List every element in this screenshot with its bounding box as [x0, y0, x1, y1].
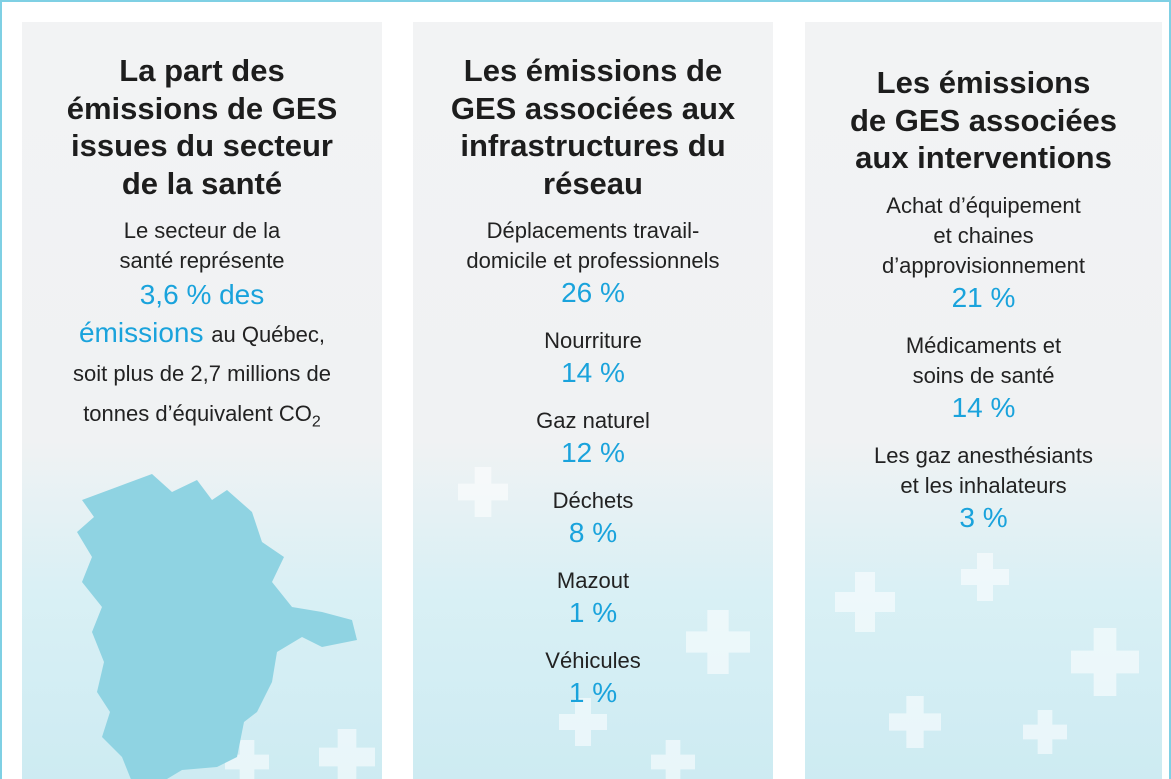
decoration: [458, 467, 750, 779]
item-label: Les gaz anesthésiants: [874, 442, 1093, 468]
title-line: émissions de GES: [66, 90, 338, 126]
highlight-line: 3,6 % des: [139, 279, 265, 310]
panel-title: Les émissions de GES associées aux infrast…: [413, 52, 773, 202]
item-label: Nourriture: [544, 328, 642, 353]
panel: Les émissions de GES associées aux infrast…: [413, 22, 773, 779]
title-line: de GES associées: [849, 102, 1118, 138]
item-value: 1 %: [568, 677, 618, 708]
item-label: soins de santé: [912, 362, 1055, 388]
title-line: aux interventions: [855, 140, 1112, 175]
item-label: d’approvisionnement: [881, 252, 1086, 278]
panel: La part des émissions de GES issues du sec…: [22, 22, 382, 779]
quebec-map: [77, 474, 357, 779]
item-value: 14 %: [951, 391, 1016, 423]
highlight-row: émissions au Québec,: [22, 314, 382, 354]
panel-title: La part des émissions de GES issues du sec…: [22, 52, 382, 202]
cross-icon: [651, 740, 695, 779]
title-line: réseau: [543, 165, 643, 201]
panel-content: Les émissions de GES associées aux infrast…: [413, 52, 773, 726]
intro-line: Le secteur de la: [123, 218, 281, 243]
item-label: Mazout: [556, 568, 630, 593]
highlight-text: émissions: [78, 317, 204, 348]
item-label: Médicaments et: [905, 332, 1062, 358]
item-value: 8 %: [568, 517, 618, 548]
title-line: La part des: [119, 53, 285, 88]
decoration: [77, 474, 375, 779]
panel: Les émissions de GES associées aux interve…: [805, 22, 1162, 779]
intro-line: santé représente: [119, 248, 285, 273]
item-value: 12 %: [561, 437, 625, 468]
item-label: Gaz naturel: [536, 408, 650, 433]
item-value: 1 %: [568, 597, 618, 628]
item-label: Achat d’équipement: [886, 192, 1081, 218]
item-value: 21 %: [951, 281, 1016, 313]
cross-icon: [686, 610, 750, 674]
item-label: Déplacements travail-: [486, 218, 700, 243]
panel-content: Les émissions de GES associées aux interve…: [805, 64, 1162, 551]
item-value: 3 %: [959, 501, 1008, 533]
panel-content: La part des émissions de GES issues du sec…: [22, 52, 382, 442]
title-line: Les émissions: [876, 65, 1091, 100]
intro-text: au Québec,: [211, 322, 325, 347]
subscript: 2: [311, 413, 321, 431]
item-label: domicile et professionnels: [466, 248, 720, 273]
title-line: issues du secteur: [71, 128, 333, 163]
item-value: 26 %: [561, 277, 625, 308]
item-label: et les inhalateurs: [900, 472, 1067, 498]
intro-text: tonnes d’équivalent CO: [83, 401, 312, 426]
item-label: Véhicules: [545, 648, 641, 673]
intro-line: tonnes d’équivalent CO2: [22, 394, 382, 442]
item-label: Déchets: [552, 488, 634, 513]
panel-title: Les émissions de GES associées aux interve…: [805, 64, 1162, 177]
cross-icon: [458, 467, 508, 517]
title-line: GES associées aux: [450, 90, 736, 126]
title-line: Les émissions de: [463, 53, 723, 88]
intro-text: soit plus de 2,7 millions de: [72, 361, 332, 386]
title-line: de la santé: [121, 165, 283, 201]
decoration: [835, 553, 1139, 755]
cross-icon: [835, 572, 895, 632]
cross-icon: [225, 740, 269, 779]
item-label: et chaines: [933, 222, 1034, 248]
cross-icon: [889, 696, 941, 748]
intro-line: soit plus de 2,7 millions de: [22, 354, 382, 394]
title-line: infrastructures du: [460, 128, 726, 163]
cross-icon: [559, 698, 607, 746]
cross-icon: [961, 553, 1009, 601]
cross-icon: [319, 729, 375, 779]
cross-icon: [1023, 710, 1067, 755]
item-value: 14 %: [561, 357, 625, 388]
cross-icon: [1071, 628, 1139, 697]
